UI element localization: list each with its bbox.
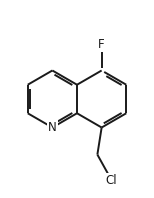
Text: N: N	[48, 121, 57, 134]
Text: Cl: Cl	[106, 174, 117, 187]
Text: F: F	[98, 38, 105, 51]
